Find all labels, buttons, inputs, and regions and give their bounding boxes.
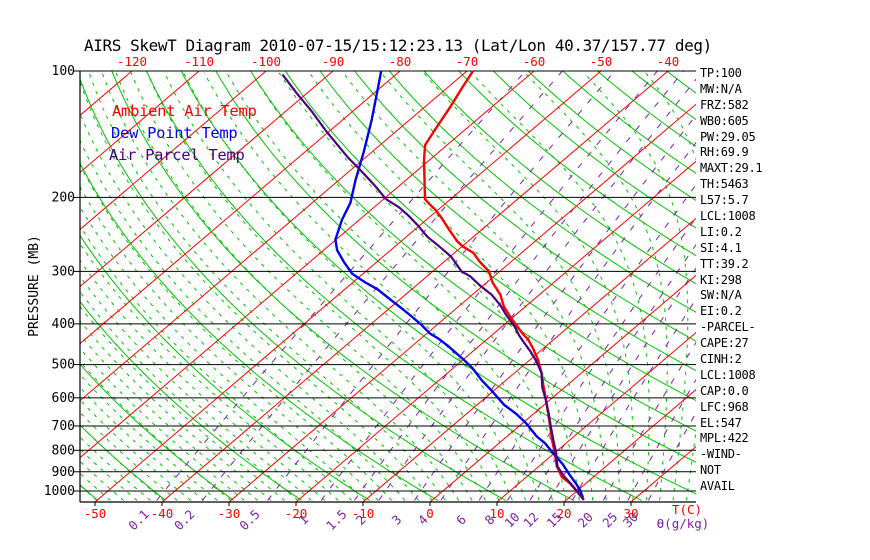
panel-line: -PARCEL- [700,320,756,335]
panel-line: CAP:0.0 [700,383,749,398]
mixing-ratio-label: 3 [388,512,404,528]
panel-line: MAXT:29.1 [700,161,763,176]
top-temp-label: -50 [590,54,613,69]
panel-line: WB0:605 [700,113,749,128]
panel-line: EI:0.2 [700,304,742,319]
bottom-temp-label: 30 [623,506,638,521]
isotherm-gridlines [80,70,696,502]
bottom-temp-label: 10 [489,506,504,521]
bottom-temp-label: -10 [352,506,375,521]
panel-line: TT:39.2 [700,256,749,271]
panel-line: MPL:422 [700,431,749,446]
panel-line: L57:5.7 [700,193,749,208]
panel-line: SW:N/A [700,288,742,303]
pressure-tick-label: 400 [52,317,75,332]
pressure-tick-label: 800 [52,443,75,458]
panel-line: PW:29.05 [700,129,756,144]
panel-line: NOT [700,463,721,478]
panel-line: CINH:2 [700,352,742,367]
pressure-tick-label: 100 [52,64,75,79]
bottom-temp-label: -20 [285,506,308,521]
pressure-tick-label: 600 [52,391,75,406]
legend-air-parcel-temp: Air Parcel Temp [109,146,245,164]
mixing-ratio-gridlines [156,70,696,501]
panel-line: CAPE:27 [700,336,749,351]
panel-line: LFC:968 [700,399,749,414]
legend-dew-point-temp: Dew Point Temp [111,124,238,142]
panel-line: LCL:1008 [700,209,756,224]
panel-line: TP:100 [700,66,742,80]
temp-axis-unit-label: T(C) [672,502,702,517]
panel-line: LCL:1008 [700,367,756,382]
pressure-gridlines [80,70,696,492]
legend-ambient-air-temp: Ambient Air Temp [112,102,257,120]
pressure-tick-label: 500 [52,358,75,373]
panel-line: SI:4.1 [700,240,742,255]
bottom-temp-label: -30 [218,506,241,521]
bottom-temp-label: -50 [84,506,107,521]
mixing-ratio-label: 1.5 [323,507,350,534]
bottom-temp-label: 20 [556,506,571,521]
panel-line: RH:69.9 [700,145,749,160]
pressure-tick-label: 900 [52,465,75,480]
top-temp-label: -120 [117,54,147,69]
panel-line: EL:547 [700,415,742,430]
top-temp-label: -70 [456,54,479,69]
mixing-ratio-label: 0.2 [171,507,198,534]
panel-line: -WIND- [700,447,742,462]
chart-title: AIRS SkewT Diagram 2010-07-15/15:12:23.1… [84,36,712,55]
axis-tick-labels: -120 -110 -100 -90 -80 -70 -60 -50 -40-50 -40 -30-… [27,54,709,533]
panel-line: TH:5463 [700,177,749,192]
top-temp-label: -100 [251,54,281,69]
pressure-tick-label: 200 [52,190,75,205]
stability-indices-panel: TP:100 MW:N/A FRZ:582 WB0:605 PW:29.05 RH:69.… [700,66,868,495]
panel-line: LI:0.2 [700,224,742,239]
mixing-ratio-label: 20 [575,509,596,530]
pressure-tick-label: 300 [52,264,75,279]
pressure-tick-label: 700 [52,419,75,434]
curve-air-parcel-temp [281,73,585,501]
mixing-ratio-label: 25 [599,509,620,530]
top-temp-label: -60 [523,54,546,69]
panel-line: MW:N/A [700,81,742,96]
curve-ambient-air-temp [422,70,585,501]
mixing-ratio-label: 6 [453,512,469,528]
curve-dew-point-temp [334,70,585,499]
axis-frame [74,70,696,506]
top-temp-label: -80 [389,54,412,69]
pressure-axis-title: PRESSURE (MB) [27,235,42,337]
top-temp-label: -90 [322,54,345,69]
bottom-temp-label: 0 [426,506,434,521]
top-temp-label: -110 [184,54,214,69]
sounding-curves [281,70,585,501]
top-temp-label: -40 [657,54,680,69]
mixing-ratio-label: 12 [520,509,541,530]
pressure-tick-label: 1000 [44,484,75,499]
panel-line: KI:298 [700,272,742,287]
mixing-axis-unit-label: ϴ(g/kg) [657,516,710,531]
mixing-ratio-label: 0.1 [125,507,152,534]
panel-line: AVAIL [700,479,735,494]
panel-line: FRZ:582 [700,97,749,112]
bottom-temp-label: -40 [151,506,174,521]
